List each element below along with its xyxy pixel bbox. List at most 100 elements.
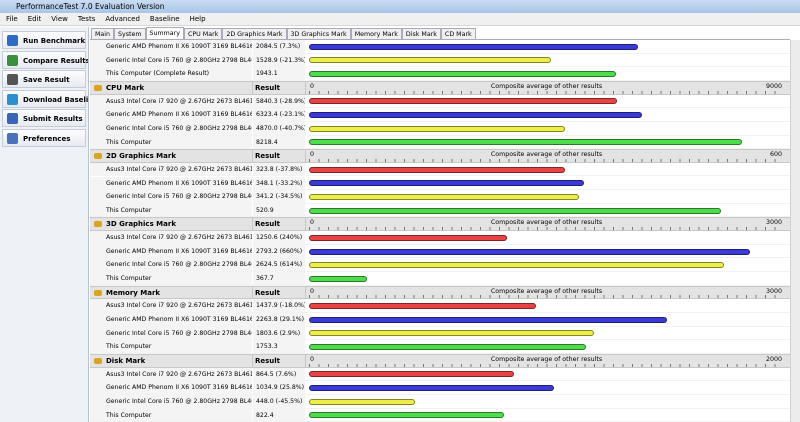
menu-item[interactable]: Tests (77, 15, 96, 23)
bar (309, 193, 579, 200)
tab[interactable]: Disk Mark (401, 28, 441, 39)
result-header: Result (255, 288, 281, 297)
bar (309, 112, 643, 119)
table-row: Generic Intel Core i5 760 @ 2.80GHz 2798… (90, 394, 790, 409)
tab[interactable]: Summary (145, 27, 184, 39)
icon (7, 93, 18, 105)
sidebar-button[interactable]: Compare Results (2, 50, 88, 69)
divider (305, 286, 306, 299)
name-cell: Generic Intel Core i5 760 @ 2.80GHz 2798… (90, 121, 252, 135)
bar (309, 166, 565, 173)
scale-min: 0 (310, 355, 315, 363)
result-cell: 367.7 (253, 272, 305, 285)
name-cell: Generic AMD Phenom II X6 1090T 3169 BL46… (90, 40, 252, 53)
section-header: 3D Graphics Mark Result 0 Composite average… (90, 217, 790, 232)
tab[interactable]: CPU Mark (183, 28, 223, 39)
name-cell: Generic Intel Core i5 760 @ 2.80GHz 2798… (90, 326, 252, 340)
table-row: Generic Intel Core i5 760 @ 2.80GHz 2798… (90, 190, 790, 204)
menu-item[interactable]: Edit (27, 15, 42, 23)
scale: 0 Composite average of other results 600 (309, 150, 784, 162)
scale-label: Composite average of other results (490, 219, 603, 227)
table-row: This Computer 367.7 (90, 272, 790, 286)
bar (309, 275, 368, 282)
scrollbar (790, 40, 800, 422)
bar (309, 385, 555, 392)
result-cell: 1034.9 (25.8%) (253, 381, 305, 394)
menu-item[interactable]: View (51, 15, 68, 23)
result-cell: 323.8 (-37.8%) (253, 162, 305, 176)
divider (252, 81, 253, 94)
table-row: This Computer 1753.3 (90, 340, 790, 354)
divider (305, 150, 306, 162)
icon (7, 35, 18, 46)
section-icon (94, 153, 102, 160)
section-icon (94, 221, 102, 228)
bar (309, 303, 537, 310)
table-row: This Computer 822.4 (90, 408, 790, 422)
section-icon (94, 357, 102, 364)
scale-min: 0 (310, 287, 315, 295)
scale-label: Composite average of other results (490, 355, 603, 363)
section-title: Disk Mark (106, 356, 146, 365)
sidebar-button[interactable]: Download Baseline (2, 89, 88, 108)
menu-item[interactable]: Advanced (105, 15, 140, 23)
menu-item[interactable]: Help (189, 15, 206, 23)
scale-label: Composite average of other results (490, 151, 603, 159)
section-title: CPU Mark (106, 83, 145, 92)
scale-max: 3000 (765, 219, 782, 227)
tab[interactable]: 3D Graphics Mark (286, 28, 351, 39)
table-row: This Computer 8218.4 (90, 135, 790, 150)
name-cell: Asus3 Intel Core i7 920 @ 2.67GHz 2673 B… (90, 94, 252, 108)
table-row: Generic Intel Core i5 760 @ 2.80GHz 2798… (90, 53, 790, 68)
bar (309, 139, 742, 146)
sidebar-button[interactable]: Run Benchmark (2, 31, 86, 49)
scale-max: 2000 (765, 355, 782, 363)
tab[interactable]: CD Mark (440, 28, 476, 39)
bar (309, 57, 551, 64)
menu-item[interactable]: Baseline (149, 15, 180, 23)
section-icon (94, 84, 102, 91)
result-header: Result (255, 83, 281, 92)
name-cell: This Computer (90, 135, 252, 149)
menu-item[interactable]: File (6, 15, 18, 23)
icon (7, 54, 18, 66)
name-cell: Asus3 Intel Core i7 920 @ 2.67GHz 2673 B… (90, 162, 252, 176)
result-cell: 6323.4 (-23.1%) (253, 108, 305, 121)
title-bar: PerformanceTest 7.0 Evaluation Version (0, 0, 800, 13)
table-row: Generic AMD Phenom II X6 1090T 3169 BL46… (90, 40, 790, 54)
scale-label: Composite average of other results (490, 82, 603, 90)
divider (252, 150, 253, 162)
tab[interactable]: Memory Mark (350, 28, 402, 39)
table-row: Generic AMD Phenom II X6 1090T 3169 BL46… (90, 313, 790, 327)
table-row: Generic AMD Phenom II X6 1090T 3169 BL46… (90, 108, 790, 122)
name-cell: Generic Intel Core i5 760 @ 2.80GHz 2798… (90, 53, 252, 67)
sidebar-button[interactable]: Preferences (2, 128, 86, 147)
name-cell: Asus3 Intel Core i7 920 @ 2.67GHz 2673 B… (90, 299, 252, 312)
tab[interactable]: 2D Graphics Mark (222, 28, 287, 39)
divider (305, 218, 306, 231)
result-cell: 448.0 (-45.5%) (253, 394, 305, 408)
sidebar-button[interactable]: Submit Results (2, 109, 86, 127)
table-row: Asus3 Intel Core i7 920 @ 2.67GHz 2673 B… (90, 231, 790, 245)
tab[interactable]: System (114, 28, 146, 39)
scale: 0 Composite average of other results 2000 (309, 354, 784, 367)
table-row: This Computer 520.9 (90, 203, 790, 218)
table-row: Generic Intel Core i5 760 @ 2.80GHz 2798… (90, 258, 790, 273)
result-header: Result (255, 220, 281, 229)
result-cell: 8218.4 (253, 135, 305, 149)
table-row: Generic Intel Core i5 760 @ 2.80GHz 2798… (90, 121, 790, 136)
scale: 0 Composite average of other results 3000 (309, 286, 784, 299)
icon (7, 132, 18, 144)
icon (7, 74, 18, 85)
divider (252, 218, 253, 231)
sidebar-button[interactable]: Save Result (2, 70, 86, 88)
bar (309, 125, 566, 132)
name-cell: Asus3 Intel Core i7 920 @ 2.67GHz 2673 B… (90, 367, 252, 381)
tab[interactable]: Main (91, 28, 115, 39)
bar (309, 371, 514, 378)
scale-label: Composite average of other results (490, 287, 603, 295)
table-row: Asus3 Intel Core i7 920 @ 2.67GHz 2673 B… (90, 94, 790, 109)
bar (309, 43, 639, 50)
bar (309, 71, 616, 78)
